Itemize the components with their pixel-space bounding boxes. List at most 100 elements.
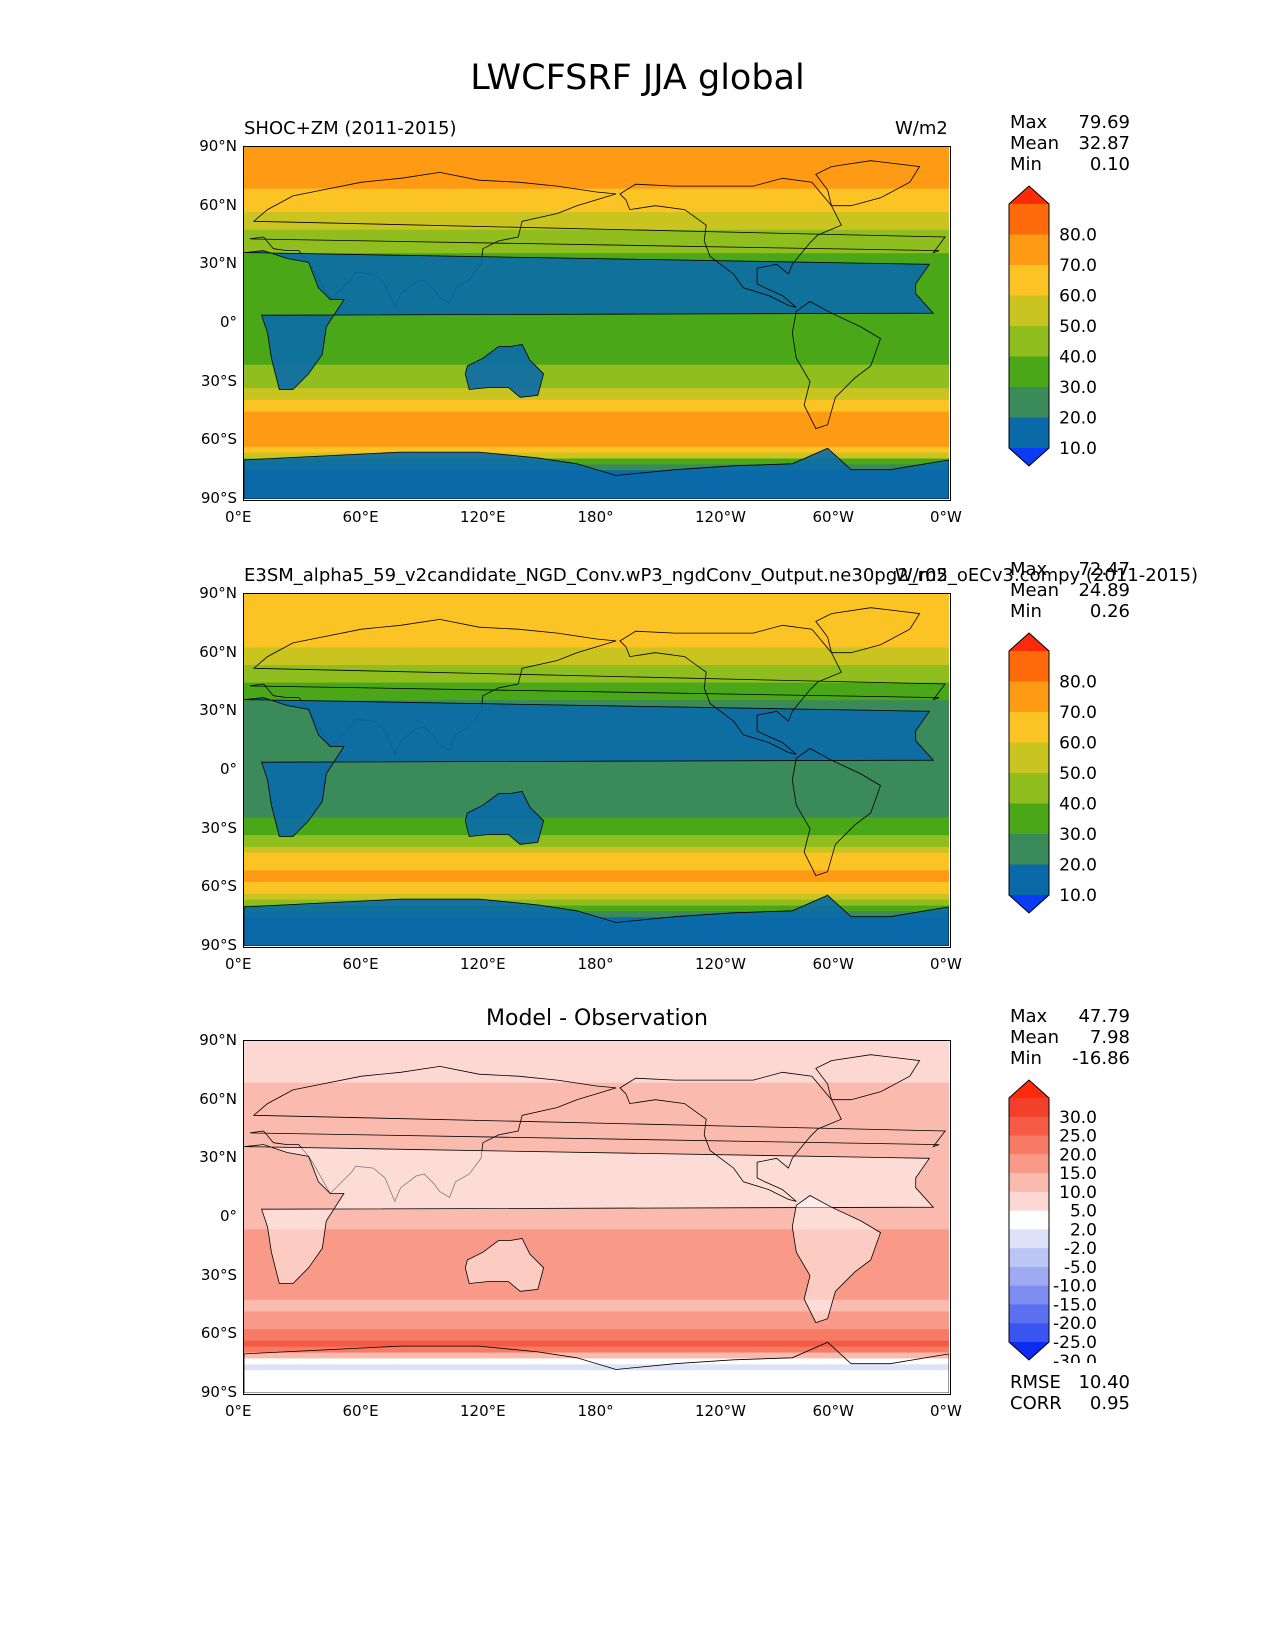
continent-outline xyxy=(815,160,921,207)
colorbar-segment xyxy=(1009,1248,1049,1268)
zonal-band xyxy=(244,416,949,424)
zonal-band xyxy=(244,1322,949,1330)
colorbar-tick-label: 10.0 xyxy=(1059,439,1097,459)
x-tick-label: 120°E xyxy=(460,508,506,526)
zonal-band xyxy=(244,446,949,453)
y-tick-label: 90°S xyxy=(200,936,237,954)
colorbar-tick-label: 60.0 xyxy=(1059,287,1097,307)
zonal-band xyxy=(244,764,949,771)
colorbar-segment xyxy=(1009,773,1049,804)
rmse-value: 10.40 xyxy=(1078,1372,1130,1393)
y-tick-label: 90°S xyxy=(200,489,237,507)
zonal-band xyxy=(244,147,949,154)
y-tick-label: 0° xyxy=(219,313,237,331)
colorbar-tick-label: 5.0 xyxy=(1070,1202,1097,1222)
zonal-band xyxy=(244,682,949,689)
corr-label: CORR xyxy=(1010,1393,1062,1414)
panel1-min-value: 0.10 xyxy=(1089,154,1130,175)
zonal-band xyxy=(244,1351,949,1359)
y-tick-label: 60°N xyxy=(199,195,237,214)
zonal-band xyxy=(244,1310,949,1318)
continent-outline xyxy=(791,748,881,877)
colorbar-segment xyxy=(1009,356,1049,388)
x-tick-label: 0°E xyxy=(225,508,252,526)
panel1-max-value: 79.69 xyxy=(1078,112,1130,133)
x-tick-label: 120°E xyxy=(460,955,506,973)
colorbar-tick-label: 80.0 xyxy=(1059,226,1097,246)
zonal-band xyxy=(244,676,949,683)
continent-outline xyxy=(815,607,921,654)
zonal-band xyxy=(244,1387,949,1393)
colorbar-segment xyxy=(1009,1210,1049,1230)
zonal-band xyxy=(244,223,949,230)
continent-outline xyxy=(244,447,949,499)
zonal-band xyxy=(244,670,949,677)
colorbar-tick-label: 60.0 xyxy=(1059,734,1097,754)
colorbar-outline xyxy=(1008,1079,1050,1361)
zonal-band xyxy=(244,1381,949,1388)
x-tick-label: 120°W xyxy=(695,1402,746,1420)
colorbar-tick-label: 30.0 xyxy=(1059,825,1097,845)
zonal-band xyxy=(244,381,949,389)
zonal-band xyxy=(244,822,949,830)
zonal-band xyxy=(244,1181,949,1189)
colorbar-tick-label: -20.0 xyxy=(1053,1314,1097,1334)
zonal-band xyxy=(244,328,949,336)
panel1-mean-label: Mean xyxy=(1010,133,1060,154)
zonal-band xyxy=(244,1129,949,1136)
zonal-band xyxy=(244,664,949,671)
zonal-band xyxy=(244,1175,949,1183)
panel3-max-value: 47.79 xyxy=(1078,1006,1130,1027)
panel2-map-svg xyxy=(244,594,949,946)
zonal-band xyxy=(244,452,949,459)
continent-outline xyxy=(244,697,935,837)
panel3-metrics: RMSE 10.40 CORR 0.95 xyxy=(1010,1372,1130,1416)
zonal-band xyxy=(244,387,949,394)
colorbar-tick-label: 50.0 xyxy=(1059,764,1097,784)
zonal-band xyxy=(244,411,949,418)
y-tick-label: 30°S xyxy=(200,371,237,390)
continent-outline xyxy=(619,177,842,308)
y-tick-label: 90°N xyxy=(199,137,237,155)
zonal-band xyxy=(244,629,949,636)
zonal-band xyxy=(244,635,949,642)
y-tick-label: 30°S xyxy=(200,818,237,837)
zonal-band xyxy=(244,1158,949,1165)
zonal-band xyxy=(244,393,949,400)
zonal-band xyxy=(244,252,949,260)
continent-outlines xyxy=(244,607,949,946)
colorbar-tick-label: -15.0 xyxy=(1053,1295,1097,1315)
zonal-band xyxy=(244,1134,949,1142)
colorbar-segment xyxy=(1009,1304,1049,1324)
colorbar-segment xyxy=(1009,234,1049,266)
x-tick-label: 120°W xyxy=(695,508,746,526)
zonal-band xyxy=(244,1140,949,1148)
zonal-band xyxy=(244,881,949,888)
zonal-band xyxy=(244,1164,949,1171)
zonal-band xyxy=(244,687,949,695)
colorbar-tick-label: -5.0 xyxy=(1064,1258,1097,1278)
zonal-band xyxy=(244,428,949,436)
zonal-band xyxy=(244,1087,949,1095)
continent-outline xyxy=(464,791,545,845)
zonal-band xyxy=(244,1211,949,1218)
colorbar-tick-label: 25.0 xyxy=(1059,1127,1097,1147)
zonal-band xyxy=(244,188,949,195)
zonal-band xyxy=(244,1093,949,1101)
panel3-map-svg xyxy=(244,1041,949,1393)
zonal-band xyxy=(244,1293,949,1300)
colorbar-segment xyxy=(1009,1229,1049,1249)
zonal-band xyxy=(244,605,949,613)
zonal-band xyxy=(244,904,949,912)
continent-outline xyxy=(791,301,881,430)
colorbar-segment xyxy=(1009,295,1049,327)
y-tick-label: 0° xyxy=(219,1207,237,1225)
x-tick-label: 0°W xyxy=(930,1402,962,1420)
colorbar-tick-label: 30.0 xyxy=(1059,1108,1097,1128)
zonal-band xyxy=(244,834,949,841)
zonal-band xyxy=(244,1258,949,1265)
y-tick-label: 60°S xyxy=(200,430,237,449)
zonal-band xyxy=(244,1287,949,1294)
zonal-band xyxy=(244,693,949,701)
zonal-band xyxy=(244,699,949,707)
